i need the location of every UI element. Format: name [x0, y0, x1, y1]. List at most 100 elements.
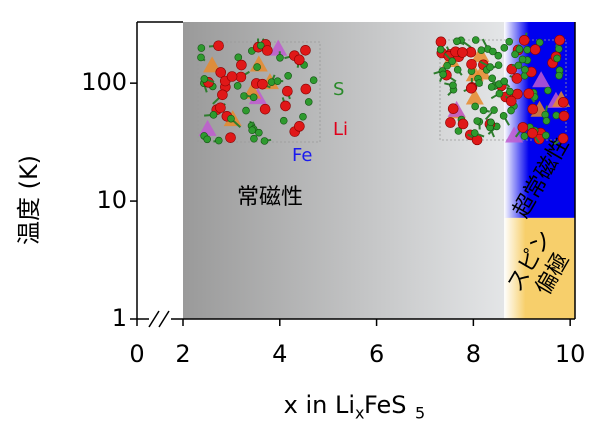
atom [542, 131, 550, 140]
x-tick-label: 2 [175, 340, 190, 368]
atom [299, 112, 307, 121]
atom [506, 87, 514, 96]
atom [511, 73, 523, 84]
atom [494, 61, 503, 69]
atom [558, 110, 570, 122]
atom [505, 95, 517, 107]
atom [214, 136, 223, 145]
atom [449, 81, 457, 90]
atom [499, 112, 508, 120]
atom [495, 89, 504, 98]
polyhedron [471, 45, 490, 62]
atom [465, 82, 477, 94]
atom [248, 126, 256, 135]
atom [506, 63, 518, 75]
atom [533, 133, 545, 145]
atom [447, 103, 459, 115]
atom [227, 114, 235, 123]
atom [294, 121, 305, 132]
y-tick-label: 10 [96, 186, 127, 214]
y-tick-label: 100 [81, 68, 127, 96]
atom [300, 44, 311, 56]
atom [488, 74, 496, 83]
polyhedron [243, 82, 262, 99]
atom [554, 34, 565, 46]
atom [436, 45, 445, 54]
atom [250, 134, 258, 143]
atom [521, 65, 529, 74]
atom [471, 36, 480, 44]
atom [529, 44, 541, 55]
atom [486, 63, 494, 71]
atom-label: Fe [292, 145, 312, 166]
atom [453, 65, 462, 74]
atom [448, 57, 456, 66]
atom [514, 61, 523, 70]
atom [553, 54, 561, 63]
atom [197, 44, 206, 52]
x-tick-label: 4 [272, 340, 287, 368]
x-tick-label: 10 [555, 340, 586, 368]
atom [453, 37, 461, 46]
atom [226, 71, 238, 82]
axis-break [148, 310, 160, 328]
atom [487, 118, 495, 127]
region-label-text: 常磁性 [237, 185, 303, 210]
atom [552, 111, 561, 120]
atom [479, 106, 488, 115]
atom [477, 46, 486, 54]
atom [257, 78, 268, 90]
atom [225, 132, 236, 143]
atom [276, 53, 284, 62]
atom [454, 127, 463, 135]
atom [209, 111, 218, 119]
atom [489, 47, 497, 56]
x-axis-label-sub: x [355, 404, 364, 423]
atom [557, 133, 569, 144]
atom [466, 58, 477, 70]
atom [200, 75, 209, 83]
atom [260, 137, 269, 145]
atom [494, 51, 503, 60]
atom [236, 59, 247, 71]
atom [235, 71, 247, 83]
atom [197, 53, 205, 62]
atom [309, 76, 318, 85]
atom [255, 128, 263, 137]
atom [500, 44, 509, 52]
atom [527, 127, 538, 139]
atom [500, 77, 509, 86]
atom [471, 102, 479, 111]
atom [541, 110, 550, 119]
atom [475, 79, 483, 87]
x-axis-label: FeS [364, 391, 407, 419]
atom [213, 40, 224, 52]
atom [259, 103, 271, 115]
atom [511, 50, 519, 59]
atom [256, 41, 265, 50]
atom [523, 46, 532, 54]
x-tick-label: 0 [129, 340, 144, 368]
phase-region [504, 217, 575, 319]
axis-break [158, 310, 170, 328]
atom [249, 93, 258, 102]
x-tick-label: 8 [466, 340, 481, 368]
x-tick-label: 6 [369, 340, 384, 368]
atom [505, 37, 514, 46]
atom [507, 106, 515, 115]
polyhedron [532, 71, 551, 88]
polyhedron [465, 88, 484, 105]
atom [542, 117, 551, 125]
atom [273, 77, 282, 85]
atom [519, 34, 530, 46]
atom [293, 54, 305, 66]
atom [242, 106, 250, 115]
unit-cell [439, 39, 567, 141]
atom [284, 71, 292, 80]
atom [517, 122, 529, 133]
atom [300, 83, 312, 95]
atom [518, 55, 527, 64]
atom [557, 96, 569, 108]
atom [443, 61, 451, 70]
